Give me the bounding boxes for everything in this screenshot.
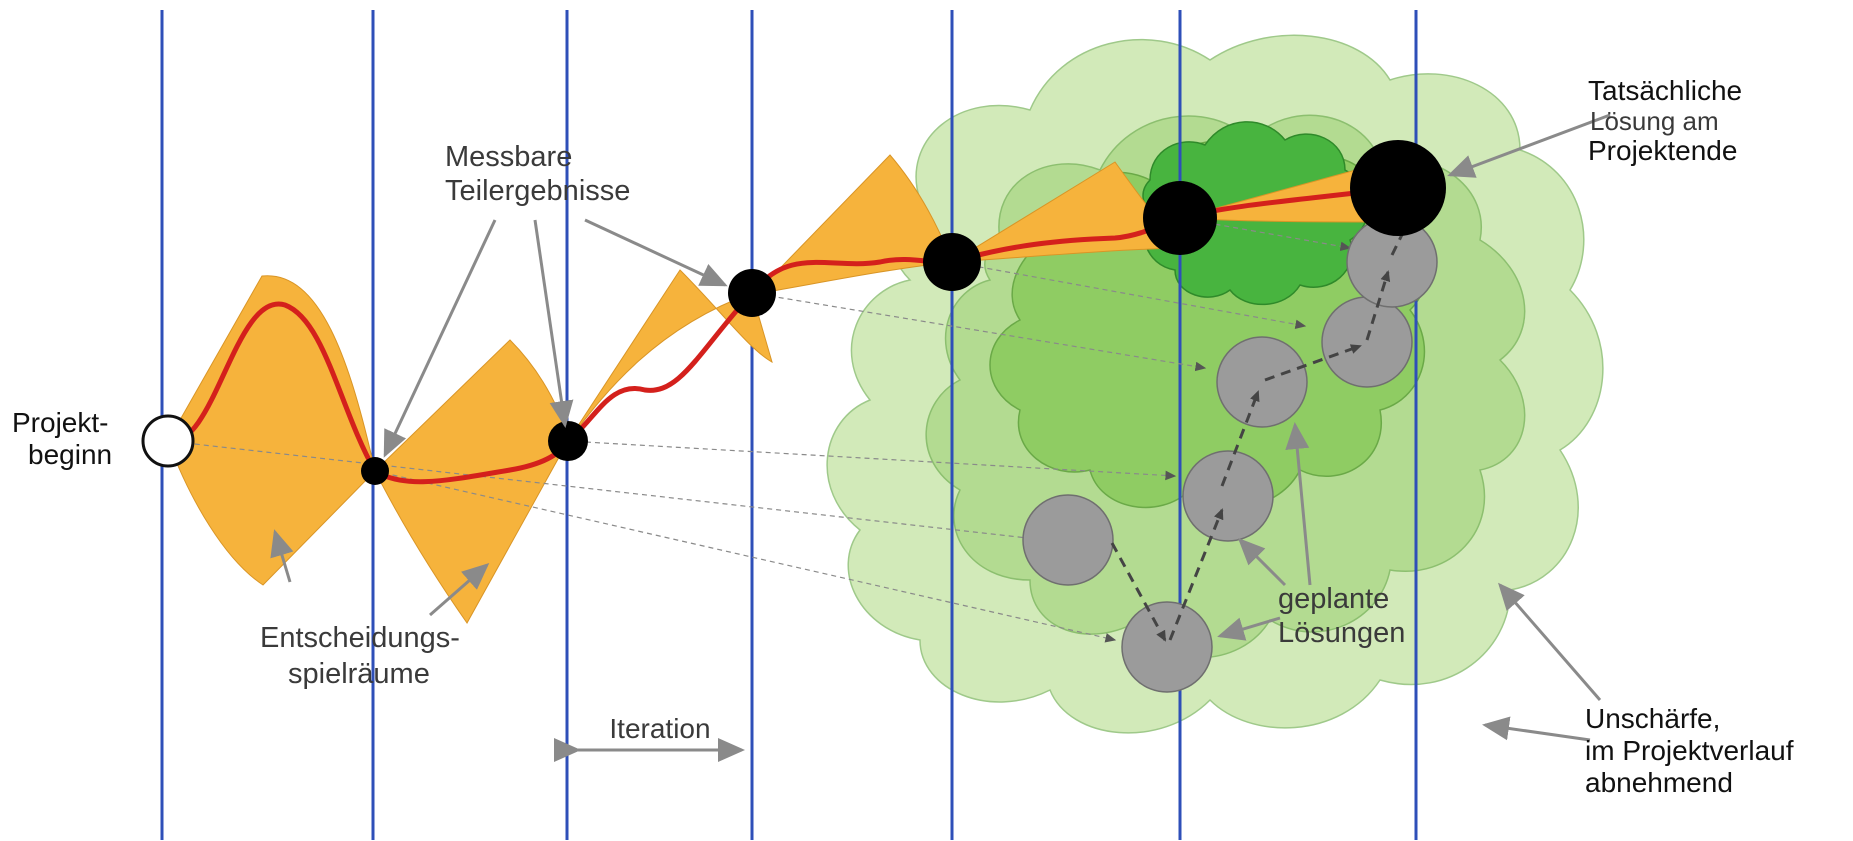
text-labels: Projekt- beginn Messbare Teilergebnisse … <box>12 75 1794 798</box>
annotation-arrow <box>1447 113 1611 178</box>
annotation-arrow <box>1217 616 1281 641</box>
iteration-span: Iteration <box>554 713 745 762</box>
actual-path <box>165 185 1401 485</box>
planned-path-segment <box>1365 270 1391 341</box>
planned-path-segment <box>1168 508 1224 641</box>
annotation-arrow <box>270 529 294 583</box>
planned-solution-circle <box>1022 494 1114 586</box>
planned-solution-circle <box>1216 336 1308 428</box>
projection-line <box>951 261 1307 330</box>
annotation-arrow <box>584 218 728 287</box>
measurable-results-label-2: Teilergebnisse <box>445 175 630 207</box>
project-start-label-1: Projekt- <box>12 407 108 438</box>
milestone-dot <box>728 269 776 317</box>
milestone-dot <box>548 421 588 461</box>
iteration-label: Iteration <box>609 713 710 744</box>
milestone-dot <box>361 457 389 485</box>
decision-space-label-1: Entscheidungs- <box>260 622 460 654</box>
planned-solutions <box>1022 216 1438 693</box>
milestone-dot <box>1143 181 1217 255</box>
planned-path-segment <box>1110 542 1167 642</box>
project-start-marker <box>141 414 195 468</box>
annotation-arrows <box>270 113 1611 742</box>
uncertainty-label-3: abnehmend <box>1585 767 1733 798</box>
planned-solution-circle <box>1321 296 1413 388</box>
decision-space-wedge <box>167 275 376 586</box>
actual-solution-label-2: Lösung am <box>1590 106 1719 136</box>
milestones <box>141 140 1446 485</box>
actual-solution-label-1: Tatsächliche <box>1588 75 1742 106</box>
projection-line <box>751 292 1207 372</box>
planned-solutions-label-2: Lösungen <box>1278 617 1405 649</box>
projection-line <box>167 440 1047 544</box>
uncertainty-clouds <box>826 34 1604 734</box>
actual-solution-label-3: Projektende <box>1588 135 1737 166</box>
planned-solutions-label-1: geplante <box>1278 583 1389 615</box>
final-solution-dot <box>1350 140 1446 236</box>
decision-space-wedge <box>374 339 569 624</box>
annotation-arrow <box>1482 716 1591 742</box>
projection-line <box>567 440 1177 481</box>
measurable-results-label-1: Messbare <box>445 141 572 173</box>
annotation-arrow <box>383 219 497 458</box>
decision-space-label-2: spielräume <box>288 658 430 690</box>
annotation-arrow <box>429 563 490 617</box>
planned-solution-circle <box>1182 450 1274 542</box>
uncertainty-label-1: Unschärfe, <box>1585 703 1720 734</box>
planned-solution-circle <box>1121 601 1213 693</box>
project-start-label-2: beginn <box>28 439 112 470</box>
projection-line <box>374 470 1117 643</box>
annotation-arrow <box>1237 537 1287 587</box>
annotation-arrow <box>1498 582 1602 701</box>
uncertainty-label-2: im Projektverlauf <box>1585 735 1794 766</box>
milestone-dot <box>923 233 981 291</box>
annotation-arrow <box>533 219 574 428</box>
annotation-arrow <box>1285 422 1312 586</box>
